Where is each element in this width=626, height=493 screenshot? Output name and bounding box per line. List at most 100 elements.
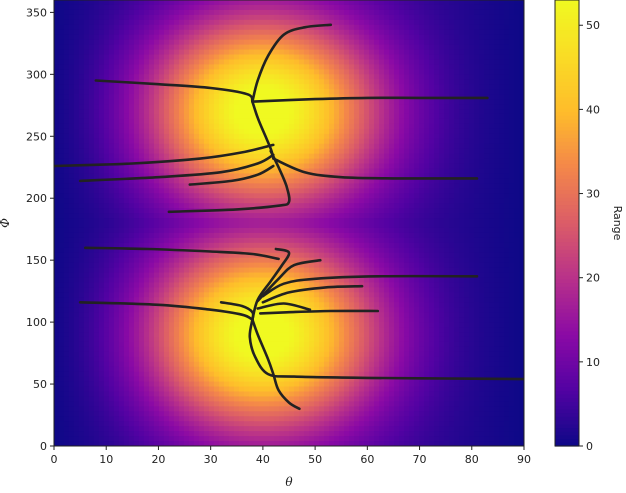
- heatmap-cell: [124, 109, 130, 115]
- heatmap-cell: [174, 232, 180, 239]
- heatmap-cell: [194, 277, 200, 284]
- heatmap-cell: [164, 267, 170, 274]
- heatmap-cell: [139, 431, 145, 437]
- heatmap-cell: [199, 29, 205, 36]
- heatmap-cell: [309, 168, 315, 175]
- heatmap-cell: [149, 143, 155, 150]
- heatmap-cell: [319, 391, 325, 398]
- heatmap-cell: [129, 59, 135, 66]
- heatmap-cell: [249, 54, 255, 61]
- heatmap-cell: [104, 381, 110, 388]
- heatmap-cell: [194, 366, 200, 373]
- heatmap-cell: [114, 302, 120, 308]
- heatmap-cell: [314, 317, 320, 323]
- heatmap-cell: [204, 257, 210, 264]
- heatmap-cell: [229, 336, 235, 343]
- heatmap-cell: [159, 312, 165, 318]
- heatmap-cell: [129, 436, 135, 442]
- heatmap-cell: [74, 84, 80, 90]
- heatmap-cell: [219, 163, 225, 170]
- heatmap-cell: [179, 163, 185, 170]
- heatmap-cell: [119, 332, 125, 338]
- heatmap-cell: [244, 64, 250, 70]
- heatmap-cell: [169, 252, 175, 259]
- heatmap-cell: [119, 24, 125, 31]
- heatmap-cell: [94, 193, 100, 199]
- heatmap-cell: [194, 376, 200, 383]
- heatmap-cell: [269, 426, 275, 432]
- heatmap-cell: [264, 74, 270, 80]
- heatmap-cell: [129, 198, 135, 204]
- heatmap-cell: [94, 74, 100, 80]
- heatmap-cell: [239, 99, 245, 105]
- heatmap-cell: [329, 158, 335, 165]
- heatmap-cell: [54, 386, 60, 393]
- heatmap-cell: [139, 29, 145, 36]
- heatmap-cell: [204, 292, 210, 298]
- heatmap-cell: [69, 54, 75, 61]
- heatmap-cell: [134, 361, 140, 368]
- heatmap-cell: [174, 128, 180, 135]
- heatmap-cell: [134, 49, 140, 56]
- heatmap-cell: [299, 208, 305, 214]
- heatmap-cell: [204, 376, 210, 383]
- heatmap-cell: [74, 89, 80, 95]
- heatmap-cell: [279, 441, 285, 446]
- heatmap-cell: [244, 247, 250, 254]
- heatmap-cell: [144, 252, 150, 259]
- heatmap-cell: [179, 257, 185, 264]
- heatmap-cell: [114, 307, 120, 313]
- heatmap-cell: [309, 188, 315, 194]
- heatmap-cell: [304, 183, 310, 189]
- heatmap-cell: [264, 272, 270, 279]
- heatmap-cell: [179, 406, 185, 412]
- heatmap-cell: [274, 94, 280, 100]
- heatmap-cell: [284, 371, 290, 378]
- heatmap-cell: [189, 183, 195, 189]
- heatmap-cell: [289, 208, 295, 214]
- heatmap-cell: [229, 332, 235, 338]
- heatmap-cell: [84, 168, 90, 175]
- heatmap-cell: [314, 188, 320, 194]
- heatmap-cell: [204, 59, 210, 66]
- heatmap-cell: [189, 94, 195, 100]
- heatmap-cell: [154, 272, 160, 279]
- heatmap-cell: [264, 361, 270, 368]
- heatmap-cell: [154, 14, 160, 21]
- heatmap-cell: [184, 431, 190, 437]
- heatmap-cell: [174, 34, 180, 41]
- heatmap-cell: [289, 64, 295, 70]
- heatmap-cell: [319, 153, 325, 160]
- heatmap-cell: [144, 381, 150, 388]
- heatmap-cell: [299, 193, 305, 199]
- heatmap-cell: [169, 436, 175, 442]
- heatmap-cell: [209, 54, 215, 61]
- heatmap-cell: [209, 79, 215, 85]
- heatmap-cell: [64, 401, 70, 407]
- heatmap-cell: [304, 99, 310, 105]
- heatmap-cell: [179, 44, 185, 51]
- heatmap-cell: [304, 416, 310, 422]
- heatmap-cell: [144, 391, 150, 398]
- heatmap-cell: [209, 0, 215, 6]
- heatmap-cell: [214, 272, 220, 279]
- heatmap-cell: [64, 178, 70, 184]
- heatmap-cell: [224, 89, 230, 95]
- heatmap-cell: [99, 247, 105, 254]
- heatmap-cell: [319, 79, 325, 85]
- heatmap-cell: [109, 4, 115, 11]
- heatmap-cell: [209, 297, 215, 303]
- heatmap-cell: [109, 44, 115, 51]
- heatmap-cell: [84, 208, 90, 214]
- heatmap-cell: [244, 193, 250, 199]
- heatmap-cell: [59, 391, 65, 398]
- heatmap-cell: [184, 317, 190, 323]
- heatmap-cell: [244, 0, 250, 6]
- heatmap-cell: [199, 371, 205, 378]
- heatmap-cell: [284, 426, 290, 432]
- heatmap-cell: [134, 322, 140, 328]
- heatmap-cell: [329, 153, 335, 160]
- heatmap-cell: [319, 14, 325, 21]
- heatmap-cell: [304, 257, 310, 264]
- heatmap-cell: [224, 436, 230, 442]
